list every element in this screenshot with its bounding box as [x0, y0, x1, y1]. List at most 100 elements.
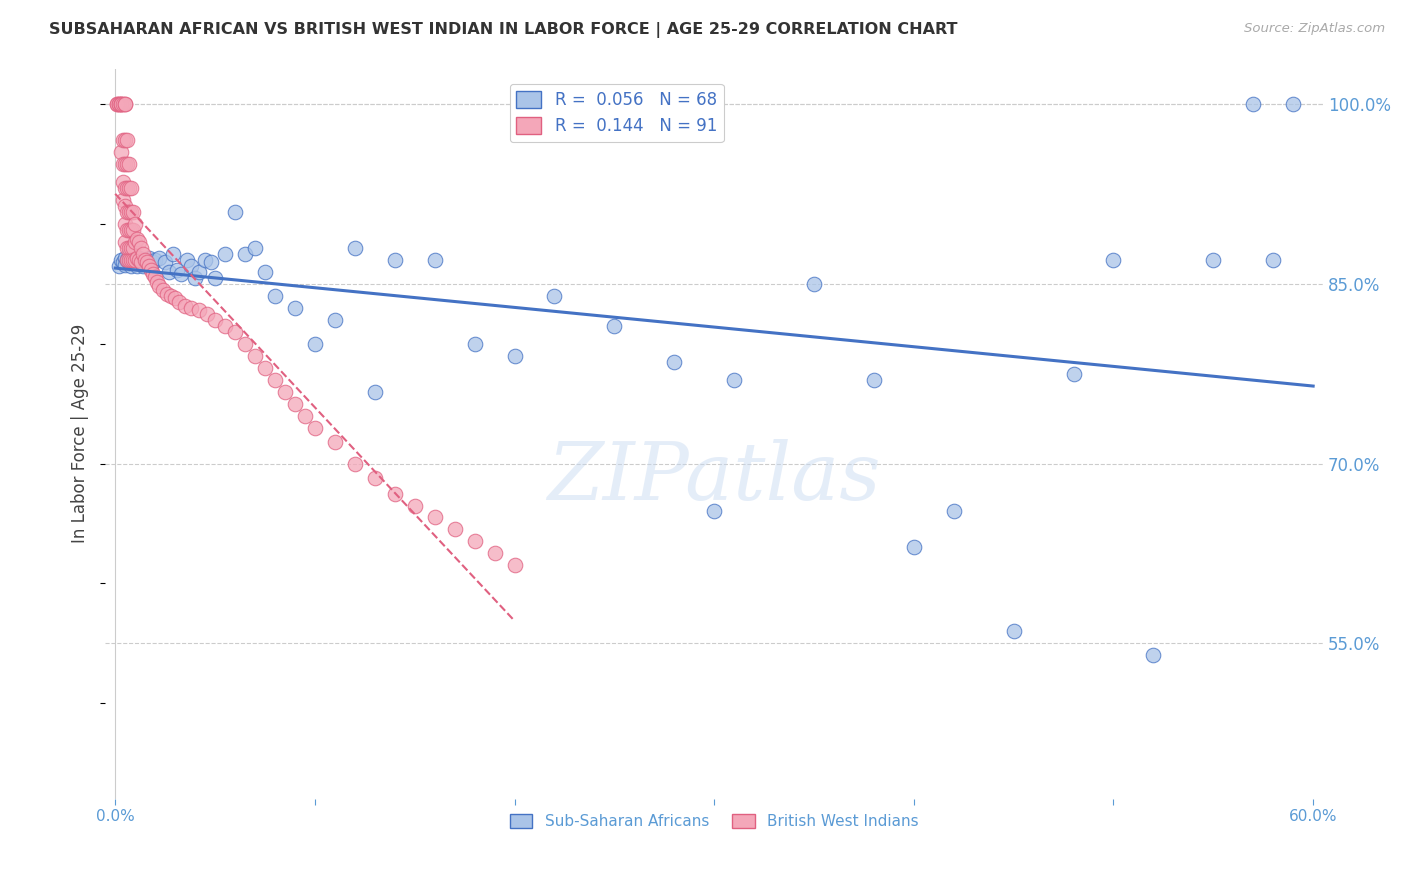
Point — [603, 318, 626, 333]
Point — [156, 286, 179, 301]
Point — [118, 157, 141, 171]
Point — [138, 259, 160, 273]
Point — [118, 255, 141, 269]
Point — [148, 279, 170, 293]
Point — [503, 349, 526, 363]
Point — [142, 255, 165, 269]
Point — [136, 255, 159, 269]
Point — [274, 384, 297, 399]
Point — [115, 253, 138, 268]
Point — [114, 251, 136, 265]
Point — [703, 504, 725, 518]
Point — [1202, 253, 1225, 268]
Point — [166, 262, 188, 277]
Point — [200, 255, 222, 269]
Point — [184, 271, 207, 285]
Point — [204, 271, 226, 285]
Point — [114, 133, 136, 147]
Point — [543, 289, 565, 303]
Point — [1263, 253, 1285, 268]
Point — [253, 265, 276, 279]
Point — [423, 510, 446, 524]
Point — [112, 97, 135, 112]
Point — [503, 558, 526, 573]
Text: SUBSAHARAN AFRICAN VS BRITISH WEST INDIAN IN LABOR FORCE | AGE 25-29 CORRELATION: SUBSAHARAN AFRICAN VS BRITISH WEST INDIA… — [49, 22, 957, 38]
Point — [803, 277, 825, 291]
Point — [122, 205, 145, 219]
Point — [129, 255, 152, 269]
Point — [863, 373, 886, 387]
Point — [214, 318, 236, 333]
Point — [115, 205, 138, 219]
Point — [160, 289, 183, 303]
Point — [233, 337, 256, 351]
Point — [122, 253, 145, 268]
Point — [214, 247, 236, 261]
Point — [114, 199, 136, 213]
Point — [1063, 367, 1085, 381]
Legend: Sub-Saharan Africans, British West Indians: Sub-Saharan Africans, British West India… — [503, 808, 925, 835]
Point — [143, 253, 166, 268]
Point — [323, 435, 346, 450]
Point — [180, 259, 202, 273]
Point — [1002, 624, 1025, 639]
Point — [120, 241, 142, 255]
Point — [188, 303, 211, 318]
Point — [134, 255, 156, 269]
Point — [124, 253, 146, 268]
Point — [384, 253, 406, 268]
Point — [114, 157, 136, 171]
Point — [294, 409, 316, 423]
Point — [243, 349, 266, 363]
Point — [115, 181, 138, 195]
Point — [304, 420, 326, 434]
Point — [264, 289, 287, 303]
Point — [110, 97, 132, 112]
Point — [118, 223, 141, 237]
Point — [153, 255, 176, 269]
Point — [1142, 648, 1164, 662]
Point — [108, 259, 131, 273]
Point — [176, 253, 198, 268]
Point — [464, 534, 486, 549]
Point — [122, 223, 145, 237]
Point — [253, 360, 276, 375]
Point — [139, 262, 162, 277]
Point — [118, 241, 141, 255]
Point — [224, 325, 246, 339]
Point — [284, 301, 307, 315]
Point — [114, 97, 136, 112]
Point — [110, 97, 132, 112]
Point — [304, 337, 326, 351]
Point — [142, 268, 165, 282]
Point — [127, 251, 149, 265]
Point — [120, 223, 142, 237]
Point — [134, 253, 156, 268]
Point — [343, 241, 366, 255]
Point — [264, 373, 287, 387]
Point — [464, 337, 486, 351]
Point — [162, 247, 184, 261]
Point — [364, 471, 387, 485]
Point — [167, 295, 190, 310]
Point — [118, 205, 141, 219]
Point — [343, 457, 366, 471]
Point — [124, 253, 146, 268]
Point — [120, 181, 142, 195]
Point — [115, 157, 138, 171]
Point — [122, 241, 145, 255]
Point — [903, 541, 925, 555]
Point — [188, 265, 211, 279]
Y-axis label: In Labor Force | Age 25-29: In Labor Force | Age 25-29 — [72, 324, 89, 543]
Point — [115, 133, 138, 147]
Point — [384, 486, 406, 500]
Point — [127, 231, 149, 245]
Point — [194, 253, 217, 268]
Point — [132, 259, 155, 273]
Text: Source: ZipAtlas.com: Source: ZipAtlas.com — [1244, 22, 1385, 36]
Point — [1102, 253, 1125, 268]
Point — [114, 258, 136, 272]
Point — [110, 253, 132, 268]
Point — [942, 504, 965, 518]
Point — [195, 307, 218, 321]
